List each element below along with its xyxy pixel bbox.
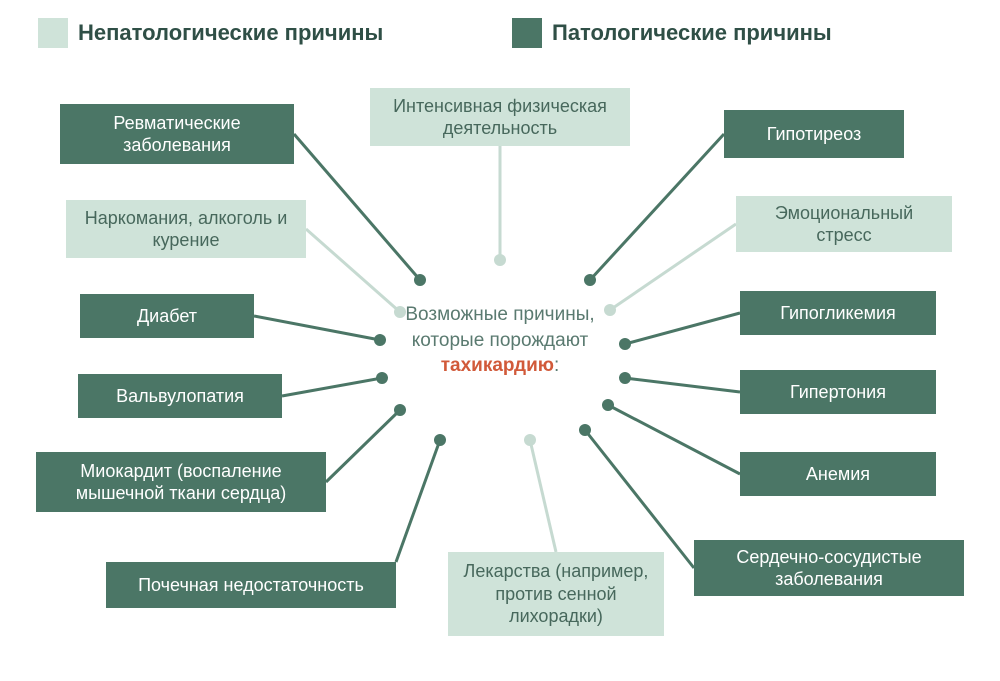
node-drugs: Лекарства (например, против сенной лихор… [448,552,664,636]
center-highlight: тахикардию [441,355,554,376]
node-hypoglyc: Гипогликемия [740,291,936,335]
node-intensive: Интенсивная физическая деятельность [370,88,630,146]
node-anemia: Анемия [740,452,936,496]
node-renal: Почечная недостаточность [106,562,396,608]
node-stress: Эмоциональный стресс [736,196,952,252]
legend-swatch-nonpath [38,18,68,48]
center-line1: Возможные причины, [405,304,594,325]
node-hyperten: Гипертония [740,370,936,414]
legend-pathological: Патологические причины [512,18,832,48]
legend-label-nonpath: Непатологические причины [78,20,383,46]
center-caption: Возможные причины, которые порождают тах… [380,302,620,379]
node-addiction: Наркомания, алкоголь и курение [66,200,306,258]
node-valvulo: Вальвулопатия [78,374,282,418]
center-line2: которые порождают [412,330,588,351]
node-hypothyroid: Гипотиреоз [724,110,904,158]
node-rheumatic: Ревматические заболевания [60,104,294,164]
legend-label-path: Патологические причины [552,20,832,46]
center-after: : [554,355,559,376]
legend-nonpathological: Непатологические причины [38,18,383,48]
node-diabetes: Диабет [80,294,254,338]
diagram-canvas: Непатологические причины Патологические … [0,0,1000,681]
legend-swatch-path [512,18,542,48]
node-cardio: Сердечно-сосудистые заболевания [694,540,964,596]
node-myocard: Миокардит (воспаление мышечной ткани сер… [36,452,326,512]
